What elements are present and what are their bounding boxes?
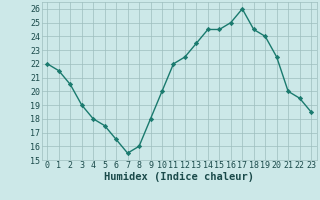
X-axis label: Humidex (Indice chaleur): Humidex (Indice chaleur) (104, 172, 254, 182)
